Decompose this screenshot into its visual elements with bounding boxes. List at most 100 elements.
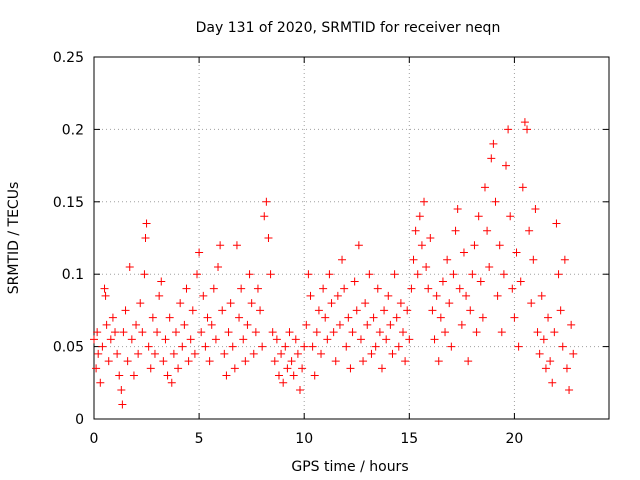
data-point bbox=[367, 349, 376, 358]
data-point bbox=[508, 284, 517, 293]
data-point bbox=[209, 284, 218, 293]
data-point bbox=[426, 234, 435, 242]
data-point bbox=[300, 342, 309, 351]
data-point bbox=[520, 118, 529, 127]
data-point bbox=[281, 342, 290, 351]
data-point bbox=[365, 270, 374, 279]
data-point bbox=[167, 378, 176, 387]
data-point bbox=[562, 364, 571, 373]
data-point bbox=[258, 342, 267, 351]
data-point bbox=[546, 357, 555, 366]
data-point bbox=[476, 277, 485, 286]
data-point bbox=[201, 342, 210, 351]
data-point bbox=[396, 299, 405, 308]
data-point bbox=[306, 291, 315, 300]
data-point bbox=[359, 357, 368, 366]
data-point bbox=[224, 328, 233, 337]
data-point bbox=[472, 328, 481, 337]
data-point bbox=[106, 335, 115, 344]
data-point bbox=[424, 284, 433, 293]
data-point bbox=[428, 306, 437, 315]
data-point bbox=[182, 284, 191, 293]
data-point bbox=[190, 349, 199, 358]
data-point bbox=[293, 349, 302, 358]
data-point bbox=[277, 349, 286, 358]
data-point bbox=[569, 349, 578, 358]
data-point bbox=[159, 357, 168, 366]
data-point bbox=[348, 328, 357, 337]
data-point bbox=[121, 306, 130, 315]
data-point bbox=[356, 335, 365, 344]
data-point bbox=[470, 241, 479, 250]
data-point bbox=[232, 241, 241, 250]
data-point bbox=[249, 349, 258, 358]
data-point bbox=[118, 400, 127, 409]
data-point bbox=[176, 299, 185, 308]
data-point bbox=[331, 357, 340, 366]
data-point bbox=[510, 313, 519, 322]
data-point bbox=[516, 277, 525, 286]
data-point bbox=[518, 183, 527, 192]
data-point bbox=[256, 306, 265, 315]
data-point bbox=[317, 349, 326, 358]
data-point bbox=[438, 277, 447, 286]
data-point bbox=[451, 226, 460, 235]
data-point bbox=[502, 161, 510, 170]
data-point bbox=[165, 313, 174, 322]
data-point bbox=[237, 284, 246, 293]
data-point bbox=[493, 291, 502, 300]
grid-lines bbox=[94, 57, 609, 419]
data-point bbox=[491, 197, 500, 206]
data-point bbox=[270, 357, 279, 366]
data-point bbox=[459, 248, 468, 257]
data-point bbox=[335, 320, 344, 329]
data-point bbox=[489, 139, 498, 148]
data-point bbox=[134, 349, 143, 358]
chart-title: Day 131 of 2020, SRMTID for receiver neq… bbox=[196, 20, 501, 36]
data-point bbox=[235, 313, 244, 322]
data-point bbox=[230, 364, 239, 373]
data-point bbox=[186, 335, 195, 344]
data-point bbox=[441, 328, 450, 337]
data-points bbox=[90, 118, 578, 409]
data-point bbox=[527, 299, 536, 308]
data-point bbox=[96, 378, 105, 387]
data-point bbox=[384, 291, 393, 300]
data-point bbox=[548, 378, 557, 387]
data-point bbox=[514, 342, 523, 351]
data-point bbox=[422, 262, 431, 271]
data-point bbox=[480, 183, 489, 192]
data-point bbox=[174, 364, 183, 373]
data-point bbox=[487, 154, 496, 163]
data-point bbox=[390, 270, 399, 279]
data-point bbox=[415, 212, 424, 221]
data-point bbox=[115, 371, 124, 380]
data-point bbox=[565, 386, 574, 395]
data-point bbox=[380, 306, 389, 315]
data-point bbox=[413, 270, 422, 279]
data-point bbox=[101, 291, 110, 300]
data-point bbox=[150, 349, 159, 358]
data-point bbox=[375, 328, 384, 337]
data-point bbox=[169, 349, 178, 358]
data-point bbox=[228, 342, 237, 351]
data-point bbox=[363, 320, 372, 329]
data-point bbox=[464, 357, 473, 366]
data-point bbox=[350, 277, 359, 286]
data-point bbox=[434, 357, 443, 366]
data-point bbox=[111, 328, 120, 337]
data-point bbox=[474, 212, 483, 221]
data-point bbox=[264, 234, 273, 242]
data-point bbox=[377, 364, 386, 373]
data-point bbox=[226, 299, 235, 308]
data-point bbox=[352, 306, 361, 315]
data-point bbox=[197, 328, 206, 337]
y-axis-label: SRMTID / TECUs bbox=[6, 182, 22, 295]
data-point bbox=[243, 320, 252, 329]
data-point bbox=[495, 241, 504, 250]
data-point bbox=[443, 255, 452, 264]
data-point bbox=[161, 335, 170, 344]
x-tick-label: 10 bbox=[295, 431, 313, 447]
data-point bbox=[314, 306, 323, 315]
data-point bbox=[304, 270, 313, 279]
